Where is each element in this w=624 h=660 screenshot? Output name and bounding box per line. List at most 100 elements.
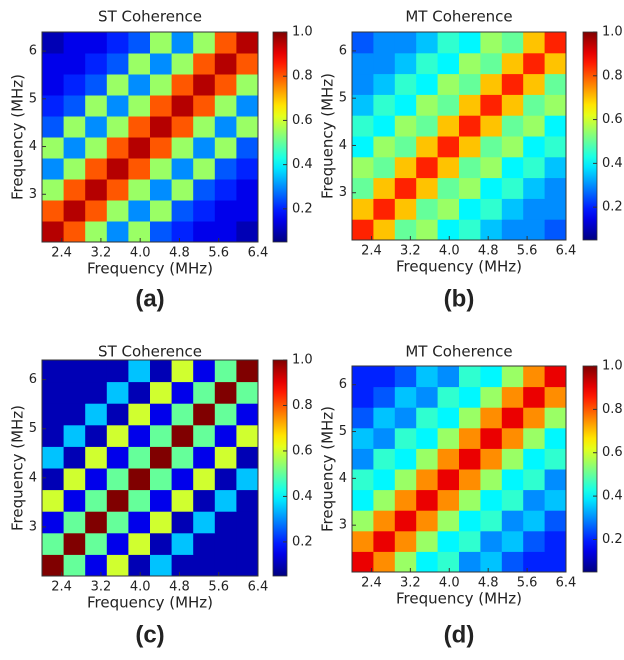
heatmap-cell <box>373 489 396 511</box>
chart-title: MT Coherence <box>405 343 512 361</box>
heatmap-cell <box>544 136 567 158</box>
heatmap-cell <box>352 177 374 199</box>
heatmap-cell <box>63 179 86 201</box>
heatmap-cell <box>416 156 439 179</box>
heatmap-cell <box>416 136 439 158</box>
x-axis-label: Frequency (MHz) <box>87 260 213 278</box>
heatmap-cell <box>373 73 396 95</box>
x-tick-label: 6.4 <box>248 580 269 595</box>
y-tick-label: 3 <box>29 187 37 202</box>
heatmap-cell <box>106 158 129 180</box>
heatmap-cell <box>106 424 129 447</box>
heatmap-cell <box>171 489 194 512</box>
heatmap-cell <box>437 407 460 429</box>
heatmap-cell <box>416 510 439 532</box>
colorbar-tick-label: 0.4 <box>292 489 313 504</box>
x-tick-label: 2.4 <box>361 244 382 259</box>
heatmap-cell <box>480 73 503 95</box>
y-tick-label: 3 <box>29 519 37 534</box>
heatmap-cell <box>416 530 439 552</box>
heatmap-cell <box>544 52 567 75</box>
heatmap-cell <box>544 469 567 491</box>
heatmap-cell <box>63 74 86 96</box>
x-tick-label: 3.2 <box>400 576 421 591</box>
heatmap-cell <box>42 360 65 383</box>
colorbar-tick-label: 0.6 <box>292 113 313 128</box>
x-tick-label: 4.0 <box>130 580 151 595</box>
x-tick-label: 3.2 <box>400 244 421 259</box>
heatmap-cell <box>85 532 108 555</box>
heatmap-cell <box>171 424 194 447</box>
heatmap-cell <box>150 32 173 54</box>
heatmap-cell <box>437 156 460 179</box>
x-tick-label: 5.6 <box>517 244 538 259</box>
heatmap-cell <box>352 448 374 470</box>
heatmap-cell <box>523 32 546 54</box>
heatmap-cell <box>128 554 151 577</box>
heatmap-cell <box>42 95 65 117</box>
colorbar <box>272 31 288 243</box>
heatmap-cell <box>85 446 108 469</box>
plot-frame <box>351 31 567 241</box>
y-tick-label: 6 <box>339 377 347 392</box>
heatmap-cell <box>63 32 86 54</box>
heatmap-cell <box>437 219 460 241</box>
heatmap-cell <box>437 510 460 532</box>
heatmap-cell <box>437 94 460 116</box>
heatmap-cell <box>214 32 237 54</box>
heatmap-cell <box>352 156 374 179</box>
y-tick-label: 4 <box>339 471 347 486</box>
heatmap-cell <box>128 116 151 138</box>
x-tick-label: 4.0 <box>439 576 460 591</box>
heatmap-cell <box>544 366 567 388</box>
heatmap-cell <box>171 446 194 469</box>
heatmap-cell <box>236 424 259 447</box>
heatmap-cell <box>373 94 396 116</box>
heatmap-cell <box>523 73 546 95</box>
heatmap-cell <box>63 424 86 447</box>
heatmap-cell <box>171 381 194 404</box>
heatmap-cell <box>394 448 417 470</box>
heatmap-cell <box>459 489 481 511</box>
x-tick-label: 2.4 <box>51 246 72 261</box>
heatmap-cell <box>85 179 108 201</box>
heatmap-cell <box>394 530 417 552</box>
heatmap-cell <box>416 386 439 408</box>
heatmap-cell <box>394 469 417 491</box>
heatmap-cell <box>193 158 216 180</box>
heatmap-cell <box>480 366 503 388</box>
heatmap-cell <box>85 74 108 96</box>
heatmap-cell <box>236 381 259 404</box>
heatmap-cell <box>150 424 173 447</box>
panel-label: (b) <box>444 285 475 312</box>
heatmap-cell <box>416 73 439 95</box>
heatmap-cell <box>193 554 216 577</box>
heatmap-cell <box>416 32 439 54</box>
heatmap-cell <box>437 198 460 220</box>
heatmap-cell <box>150 446 173 469</box>
heatmap-cell <box>523 530 546 552</box>
heatmap-cell <box>523 156 546 179</box>
y-tick-label: 5 <box>29 91 37 106</box>
heatmap-cell <box>373 407 396 429</box>
heatmap-cell <box>128 360 151 383</box>
colorbar-tick-label: 0.2 <box>602 200 623 215</box>
heatmap-cell <box>193 116 216 138</box>
heatmap-cell <box>352 136 374 158</box>
colorbar-tick-label: 1.0 <box>602 359 623 374</box>
heatmap-cell <box>214 403 237 426</box>
heatmap-cell <box>63 221 86 243</box>
heatmap-cell <box>236 468 259 491</box>
heatmap-cell <box>373 136 396 158</box>
heatmap-cell <box>459 156 481 179</box>
heatmap-cell <box>106 446 129 469</box>
heatmap-cell <box>459 73 481 95</box>
heatmap-cell <box>544 551 567 573</box>
heatmap-cell <box>171 468 194 491</box>
heatmap-cell <box>63 403 86 426</box>
heatmap-cell <box>63 381 86 404</box>
heatmap-cell <box>171 74 194 96</box>
heatmap-cell <box>523 94 546 116</box>
heatmap-cell <box>394 177 417 199</box>
heatmap-cell <box>459 510 481 532</box>
